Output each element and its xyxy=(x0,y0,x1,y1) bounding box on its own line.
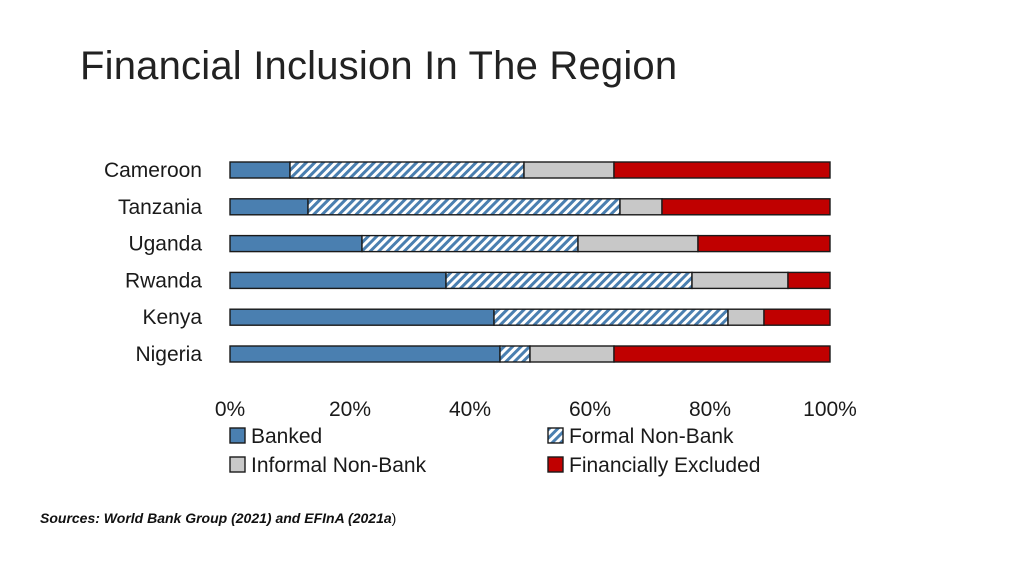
bar-kenya-informal-non-bank xyxy=(727,308,765,326)
legend-label-formal-non-bank: Formal Non-Bank xyxy=(569,425,734,448)
bar-tanzania-formal-non-bank xyxy=(307,198,621,216)
legend-label-informal-non-bank: Informal Non-Bank xyxy=(251,454,427,477)
bar-uganda-banked xyxy=(229,234,363,253)
legend: Banked Formal Non-Bank Informal Non-Bank Fi… xyxy=(229,425,760,477)
legend-label-banked: Banked xyxy=(251,425,322,448)
bar-uganda-formal-non-bank xyxy=(361,234,579,253)
bar-cameroon-banked xyxy=(229,161,291,179)
bar-tanzania-informal-non-bank xyxy=(619,198,663,216)
bar-rwanda-formal-non-bank xyxy=(445,271,693,290)
source-tail: ) xyxy=(391,510,397,526)
category-label-uganda: Uganda xyxy=(128,233,202,256)
bar-cameroon-informal-non-bank xyxy=(523,161,615,179)
bar-kenya-formal-non-bank xyxy=(493,308,729,326)
bars-group xyxy=(229,161,831,363)
category-label-cameroon: Cameroon xyxy=(104,159,202,182)
category-label-nigeria: Nigeria xyxy=(135,343,202,366)
bar-nigeria-formal-non-bank xyxy=(499,345,531,363)
bar-nigeria-informal-non-bank xyxy=(529,345,615,363)
category-label-kenya: Kenya xyxy=(142,306,202,329)
category-labels: Cameroon Tanzania Uganda Rwanda Kenya Nigeria xyxy=(104,159,202,366)
legend-label-financially-excluded: Financially Excluded xyxy=(569,454,760,477)
legend-swatch-formal-non-bank xyxy=(547,427,564,444)
bar-kenya-banked xyxy=(229,308,495,326)
category-label-tanzania: Tanzania xyxy=(118,196,202,219)
bar-rwanda-informal-non-bank xyxy=(691,271,789,290)
stacked-bar-chart: Cameroon Tanzania Uganda Rwanda Kenya Nigeria… xyxy=(104,159,857,477)
x-tick-label: 80% xyxy=(689,398,731,421)
bar-rwanda-banked xyxy=(229,271,447,290)
legend-swatch-informal-non-bank xyxy=(229,456,246,473)
bar-uganda-informal-non-bank xyxy=(577,234,699,253)
source-main: Sources: World Bank Group (2021) and EFI… xyxy=(40,510,392,526)
source-note: Sources: World Bank Group (2021) and EFI… xyxy=(40,510,396,526)
bar-nigeria-financially-excluded xyxy=(613,345,831,363)
bar-tanzania-financially-excluded xyxy=(661,198,831,216)
legend-swatch-financially-excluded xyxy=(547,456,564,473)
x-tick-label: 100% xyxy=(803,398,857,421)
x-tick-label: 20% xyxy=(329,398,371,421)
legend-swatch-banked xyxy=(229,427,246,444)
x-tick-label: 40% xyxy=(449,398,491,421)
x-tick-label: 0% xyxy=(215,398,245,421)
bar-uganda-financially-excluded xyxy=(697,234,831,253)
bar-cameroon-formal-non-bank xyxy=(289,161,525,179)
bar-rwanda-financially-excluded xyxy=(787,271,831,290)
category-label-rwanda: Rwanda xyxy=(125,269,202,292)
slide-title: Financial Inclusion In The Region xyxy=(80,44,678,88)
bar-cameroon-financially-excluded xyxy=(613,161,831,179)
bar-nigeria-banked xyxy=(229,345,501,363)
bar-tanzania-banked xyxy=(229,198,309,216)
bar-kenya-financially-excluded xyxy=(763,308,831,326)
x-axis-ticks: 0% 20% 40% 60% 80% 100% xyxy=(215,398,857,421)
x-tick-label: 60% xyxy=(569,398,611,421)
